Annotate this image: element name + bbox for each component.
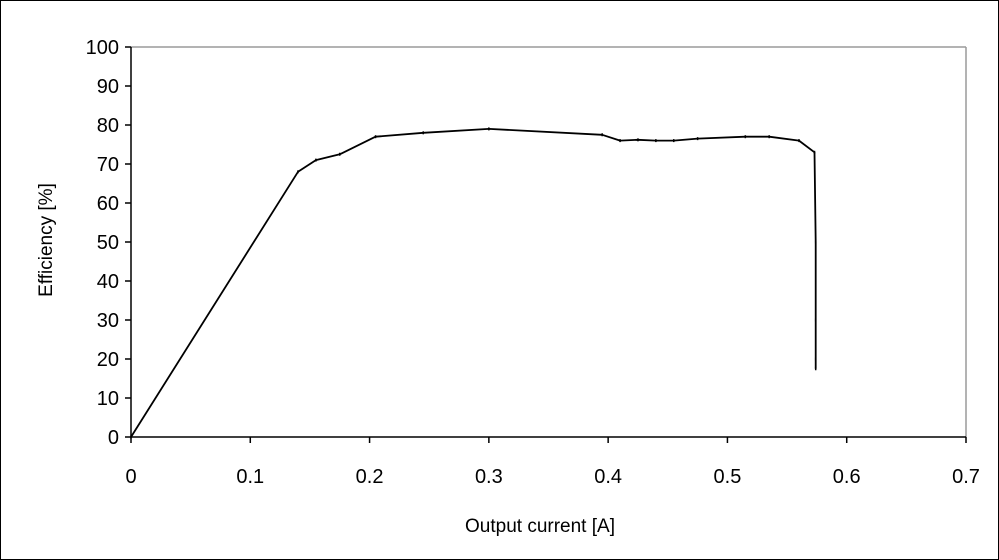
x-tick-label: 0.7 [952,466,980,488]
x-tick-label: 0.5 [714,466,742,488]
x-tick-label: 0 [125,466,136,488]
y-tick-label: 40 [97,271,119,293]
y-tick-label: 70 [97,154,119,176]
x-tick-label: 0.2 [356,466,384,488]
y-tick-label: 60 [97,193,119,215]
y-tick-label: 10 [97,388,119,410]
x-tick-label: 0.1 [236,466,264,488]
x-tick-label: 0.6 [833,466,861,488]
x-axis-title: Output current [A] [465,516,615,537]
y-tick-label: 0 [108,427,119,449]
series-line [130,127,817,438]
y-axis-ticks: 0 10 20 30 40 50 60 70 80 90 100 [86,37,131,449]
x-tick-label: 0.3 [475,466,503,488]
y-tick-label: 90 [97,76,119,98]
x-axis-ticks: 0 0.1 0.2 0.3 0.4 0.5 0.6 0.7 [125,437,980,488]
y-tick-label: 20 [97,349,119,371]
y-tick-label: 100 [86,37,119,59]
y-tick-label: 80 [97,115,119,137]
series-layer [130,127,817,439]
y-tick-label: 50 [97,232,119,254]
y-axis-title: Efficiency [%] [36,183,57,297]
axes [130,46,967,438]
y-tick-label: 30 [97,310,119,332]
x-tick-label: 0.4 [594,466,622,488]
